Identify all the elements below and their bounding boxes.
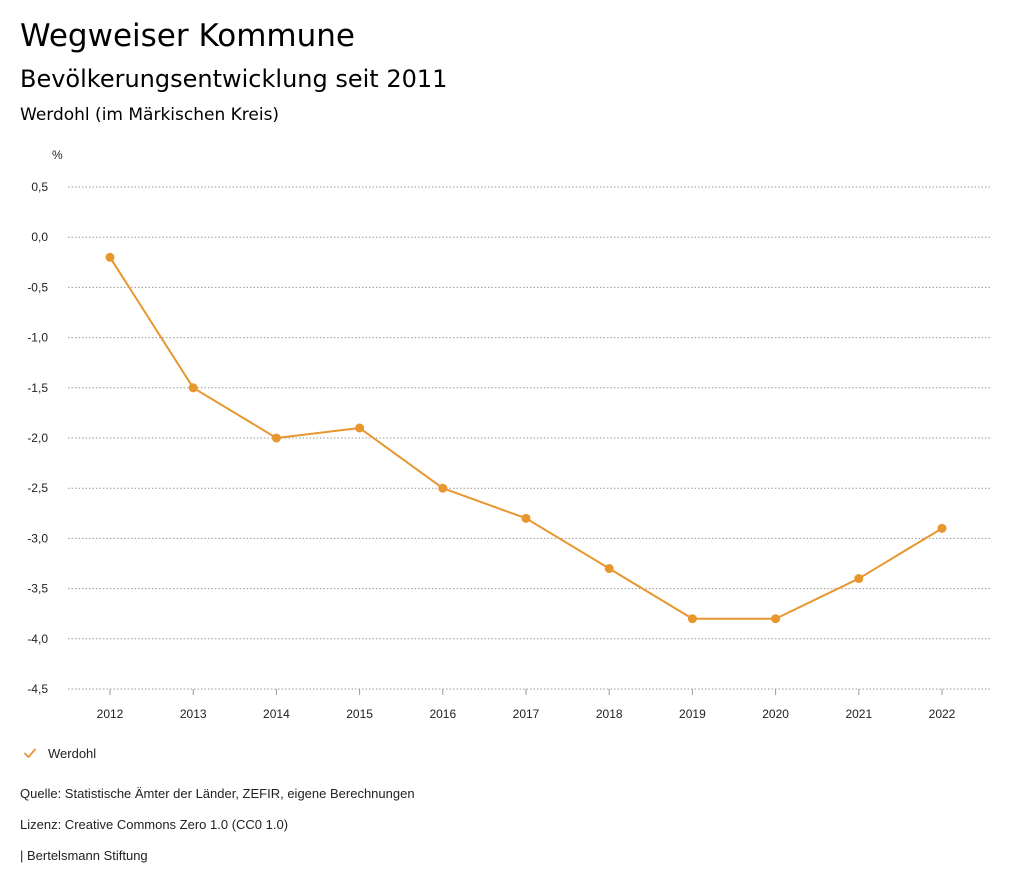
y-tick-label: 0,5 bbox=[31, 180, 48, 194]
chart-gridlines bbox=[68, 186, 990, 690]
data-point[interactable] bbox=[188, 383, 198, 393]
x-tick-label: 2022 bbox=[929, 707, 956, 721]
publisher-note: | Bertelsmann Stiftung bbox=[20, 848, 148, 863]
x-tick-label: 2018 bbox=[596, 707, 623, 721]
data-point[interactable] bbox=[771, 614, 781, 624]
y-tick-label: -4,5 bbox=[27, 682, 48, 696]
page-title: Wegweiser Kommune bbox=[20, 18, 355, 54]
data-point[interactable] bbox=[937, 523, 947, 533]
chart-subtitle: Bevölkerungsentwicklung seit 2011 bbox=[20, 65, 448, 93]
data-point[interactable] bbox=[687, 614, 697, 624]
y-tick-label: -2,5 bbox=[27, 481, 48, 495]
x-axis-ticks: 2012 2013 2014 2015 2016 2017 2018 2019 2020 2021… bbox=[97, 689, 956, 721]
data-point[interactable] bbox=[355, 423, 365, 433]
y-axis-unit-label: % bbox=[52, 148, 63, 162]
y-tick-label: -3,0 bbox=[27, 531, 48, 545]
source-note: Quelle: Statistische Ämter der Länder, Z… bbox=[20, 786, 415, 801]
x-tick-label: 2012 bbox=[97, 707, 124, 721]
x-tick-label: 2015 bbox=[346, 707, 373, 721]
y-tick-label: -3,5 bbox=[27, 582, 48, 596]
check-icon bbox=[24, 748, 36, 758]
chart-series bbox=[105, 252, 947, 624]
y-tick-label: -0,5 bbox=[27, 280, 48, 294]
legend-label-werdohl: Werdohl bbox=[48, 745, 97, 761]
location-label: Werdohl (im Märkischen Kreis) bbox=[20, 105, 280, 125]
x-tick-label: 2020 bbox=[762, 707, 789, 721]
y-tick-label: -1,0 bbox=[27, 331, 48, 345]
license-note: Lizenz: Creative Commons Zero 1.0 (CC0 1… bbox=[20, 817, 289, 832]
data-point[interactable] bbox=[854, 574, 864, 584]
data-point[interactable] bbox=[105, 252, 115, 262]
y-tick-label: 0,0 bbox=[31, 230, 48, 244]
y-tick-label: -2,0 bbox=[27, 431, 48, 445]
chart-legend[interactable]: Werdohl bbox=[22, 745, 96, 761]
x-tick-label: 2014 bbox=[263, 707, 290, 721]
y-axis-ticks: 0,5 0,0 -0,5 -1,0 -1,5 -2,0 -2,5 -3,0 -3,5 -4,0 -4… bbox=[27, 180, 48, 696]
data-point[interactable] bbox=[438, 483, 448, 493]
data-point[interactable] bbox=[604, 564, 614, 574]
line-chart: % 0,5 0,0 -0,5 -1,0 -1,5 -2,0 -2,5 -3,0 -3,5 -4,0… bbox=[27, 148, 990, 721]
y-tick-label: -1,5 bbox=[27, 381, 48, 395]
x-tick-label: 2016 bbox=[429, 707, 456, 721]
x-tick-label: 2013 bbox=[180, 707, 207, 721]
x-tick-label: 2021 bbox=[845, 707, 872, 721]
data-point[interactable] bbox=[521, 513, 531, 523]
x-tick-label: 2019 bbox=[679, 707, 706, 721]
y-tick-label: -4,0 bbox=[27, 632, 48, 646]
x-tick-label: 2017 bbox=[513, 707, 540, 721]
data-point[interactable] bbox=[271, 433, 281, 443]
